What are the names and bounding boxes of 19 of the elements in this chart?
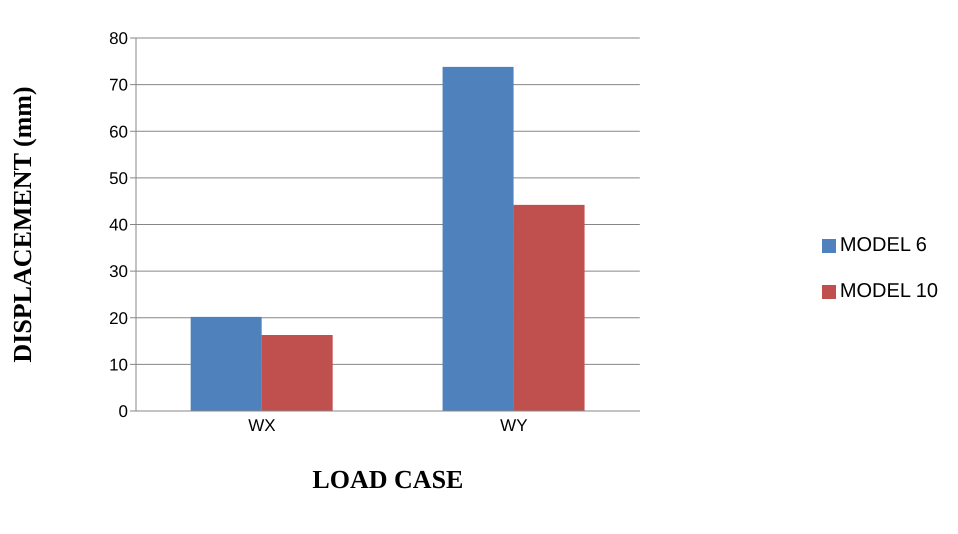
y-tick-label: 10 <box>109 355 128 374</box>
y-tick-label: 80 <box>109 29 128 48</box>
y-axis-title: DISPLACEMENT (mm) <box>8 86 38 363</box>
bar <box>190 316 262 411</box>
x-tick-label: WY <box>500 416 528 436</box>
x-tick-label: WX <box>248 416 276 436</box>
y-tick-label: 20 <box>109 308 128 328</box>
y-tick-label: 50 <box>109 168 128 188</box>
y-tick-label: 60 <box>109 122 128 142</box>
y-tick-label: 70 <box>109 76 128 95</box>
y-tick-label: 30 <box>109 262 128 282</box>
legend-label: MODEL 6 <box>840 234 927 256</box>
y-tick-label: 40 <box>109 216 128 235</box>
bar <box>514 204 585 411</box>
bar <box>262 335 333 411</box>
y-tick-label: 0 <box>118 402 128 422</box>
legend-label: MODEL 10 <box>840 280 938 302</box>
bar <box>442 66 514 411</box>
x-axis-title: LOAD CASE <box>312 465 464 494</box>
